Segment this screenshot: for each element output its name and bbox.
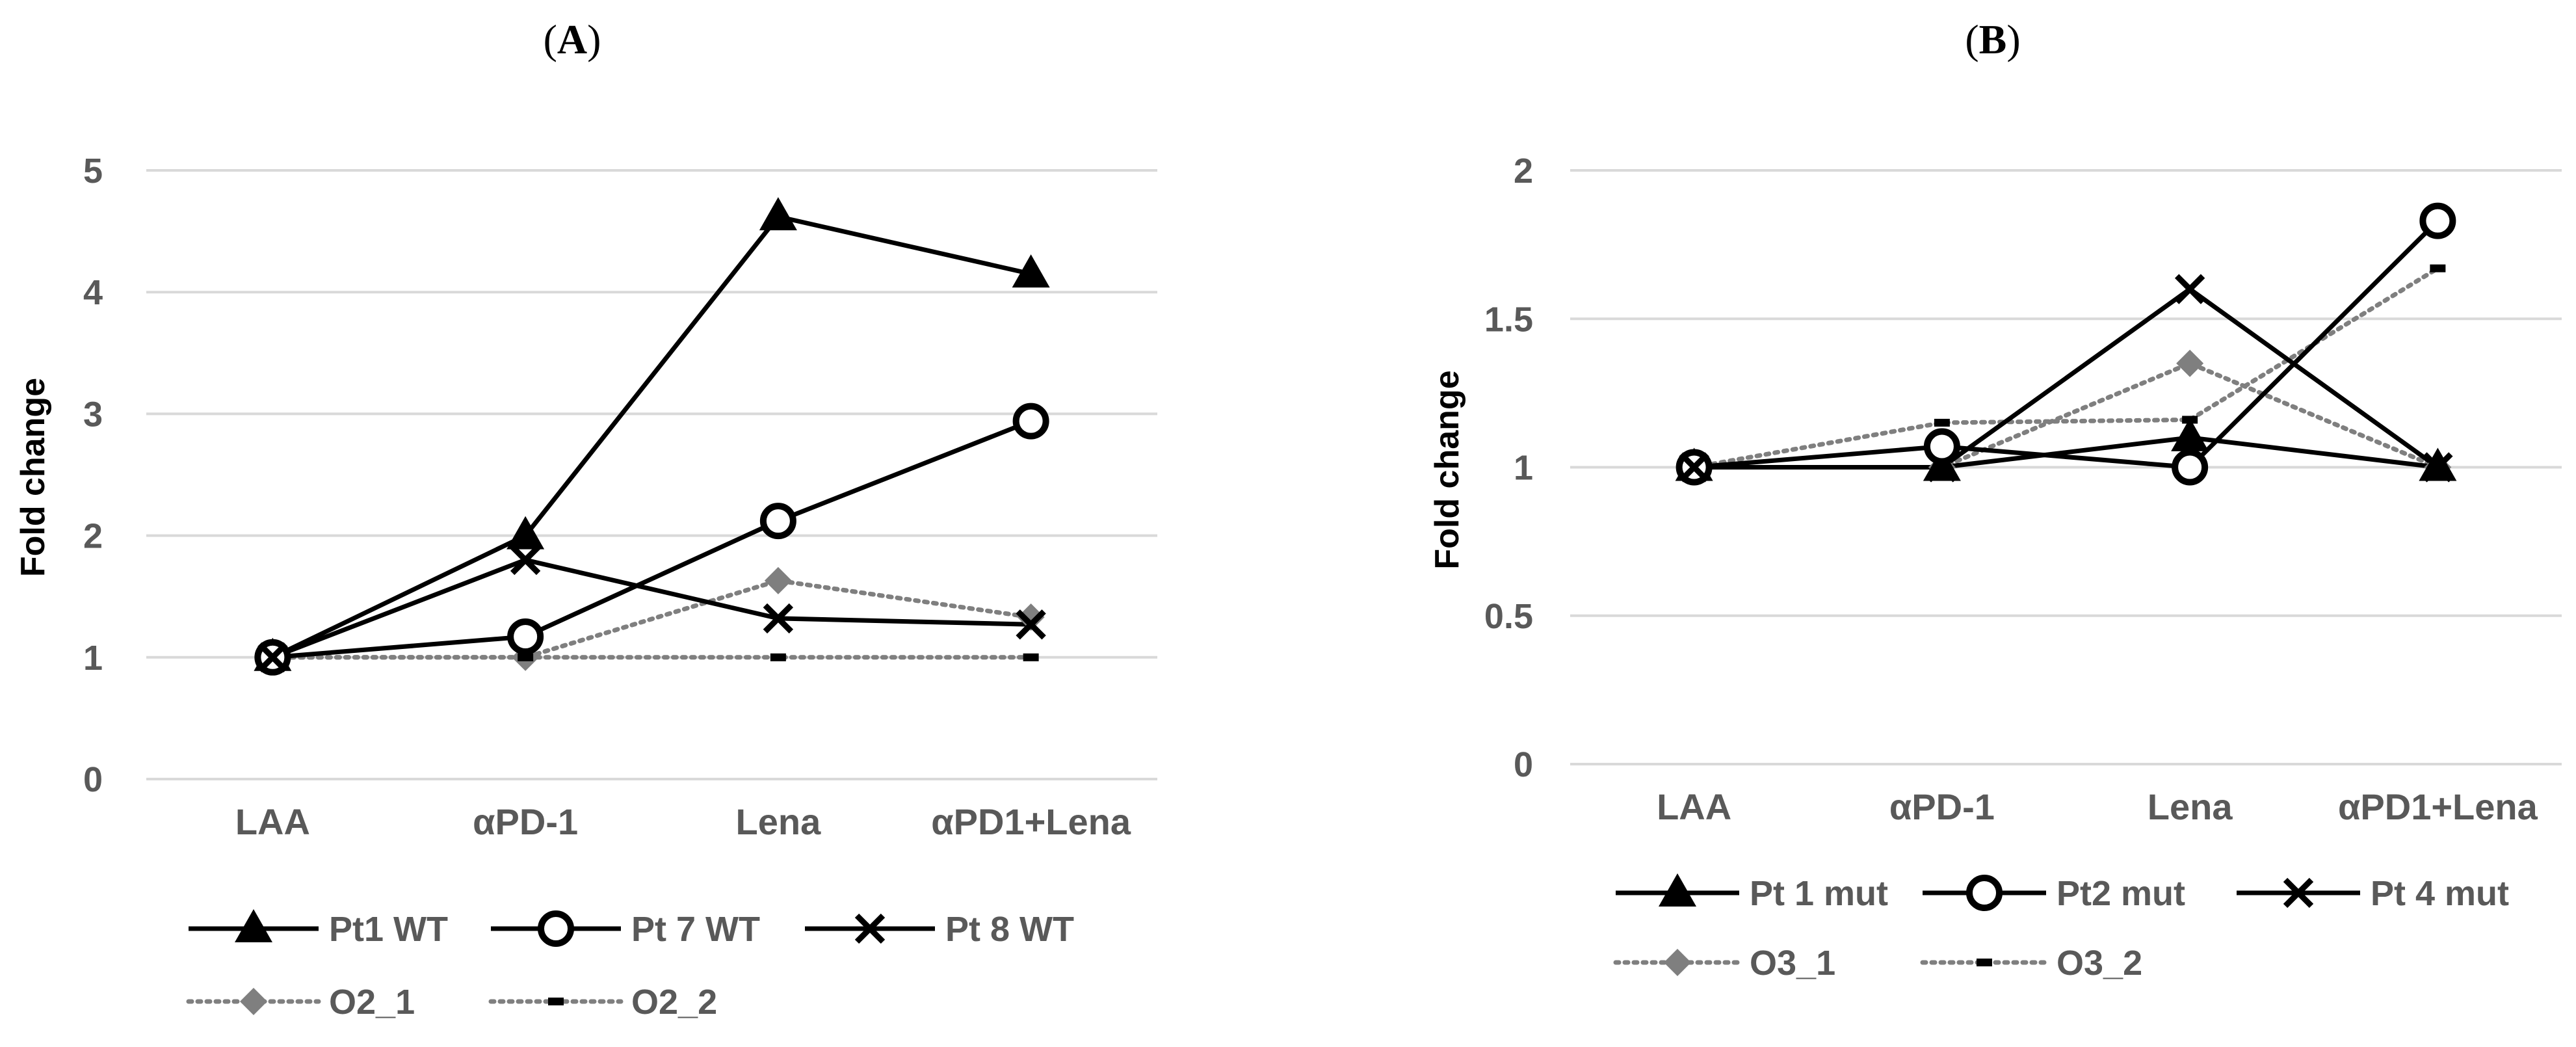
data-point: [763, 603, 794, 634]
data-point: [764, 566, 792, 594]
data-point: [510, 544, 541, 576]
data-point: [1679, 452, 1709, 483]
y-tick-label: 1: [1514, 449, 1533, 488]
data-point: [1017, 603, 1045, 631]
data-point: [2174, 274, 2205, 304]
data-point: [2176, 349, 2204, 377]
x-tick-label: αPD1+Lena: [2338, 786, 2538, 827]
legend-marker: [2283, 877, 2314, 908]
y-axis-label: Fold change: [1428, 370, 1466, 569]
data-point: [1012, 254, 1050, 288]
y-tick-label: 5: [83, 152, 103, 191]
legend-entry: Pt1 WT: [189, 909, 448, 949]
panel-title-text: (B): [1965, 16, 2020, 62]
legend-marker: [1977, 959, 1992, 966]
data-point: [2430, 264, 2446, 272]
legend-marker: [538, 910, 574, 947]
legend-marker: [240, 988, 267, 1015]
x-tick-label: αPD1+Lena: [931, 801, 1131, 842]
y-tick-label: 2: [83, 517, 103, 556]
series-line: [1694, 286, 2439, 470]
panel-letter: B: [1979, 16, 2007, 62]
legend-entry: O2_1: [186, 983, 415, 1022]
legend-label: Pt2 mut: [2057, 874, 2185, 913]
x-tick-label: Lena: [2148, 786, 2233, 827]
series-line: [1692, 360, 2440, 470]
legend-entry: O3_2: [1920, 944, 2142, 983]
panel-letter: A: [557, 16, 587, 62]
y-tick-label: 0: [1514, 745, 1533, 784]
legend-entry: Pt 8 WT: [805, 910, 1074, 949]
data-point: [759, 197, 797, 231]
data-point: [1023, 653, 1039, 661]
legend-marker: [1659, 873, 1696, 907]
legend-marker: [854, 913, 886, 944]
y-tick-label: 3: [83, 395, 103, 434]
legend-entry: Pt 7 WT: [491, 910, 760, 949]
legend-label: Pt 8 WT: [945, 910, 1074, 949]
paren-open: (: [544, 16, 557, 62]
data-point: [2419, 202, 2456, 239]
data-point: [1016, 609, 1046, 640]
paren-close: ): [587, 16, 601, 62]
series-line: [272, 419, 1032, 660]
x-tick-label: αPD-1: [1889, 786, 1995, 827]
data-point: [518, 653, 534, 661]
chart-panel-a: 0 1 2 3 4 5 Fold change LAA αPD-1 Lena αPD1+Lena Pt…: [14, 152, 1157, 1022]
data-point: [1934, 419, 1950, 427]
y-tick-label: 2: [1514, 152, 1533, 191]
x-tick-label: Lena: [736, 801, 822, 842]
legend-entry: Pt2 mut: [1923, 874, 2185, 913]
legend-entry: Pt 4 mut: [2237, 874, 2509, 913]
panel-b-title: (B): [1965, 16, 2020, 62]
legend-label: Pt1 WT: [329, 910, 448, 949]
data-point: [2423, 452, 2453, 483]
y-tick-label: 4: [83, 273, 103, 312]
paren-open: (: [1965, 16, 1978, 62]
legend-label: Pt 7 WT: [631, 910, 760, 949]
data-point: [507, 618, 544, 655]
legend-entry: O3_1: [1613, 944, 1835, 983]
legend-label: O3_2: [2057, 944, 2142, 983]
data-point: [759, 503, 796, 540]
data-point: [770, 653, 786, 661]
data-point: [1012, 403, 1049, 440]
y-tick-label: 1: [83, 639, 103, 678]
legend-label: Pt 4 mut: [2371, 874, 2509, 913]
legend-label: Pt 1 mut: [1750, 874, 1888, 913]
legend-marker: [1664, 949, 1691, 976]
x-tick-label: LAA: [1657, 786, 1731, 827]
y-tick-label: 1.5: [1484, 300, 1533, 339]
legend-entry: Pt 1 mut: [1616, 873, 1888, 913]
data-point: [1923, 428, 1960, 465]
panel-title-text: (A): [544, 16, 601, 62]
data-point: [2171, 417, 2209, 451]
panel-a-title: (A): [544, 16, 601, 62]
y-tick-label: 0: [83, 760, 103, 799]
y-tick-label: 0.5: [1484, 597, 1533, 636]
data-point: [1926, 452, 1958, 483]
x-tick-label: αPD-1: [473, 801, 578, 842]
data-point: [506, 516, 545, 550]
data-point: [257, 642, 288, 672]
legend-entry: O2_2: [488, 983, 717, 1022]
series-line: [272, 557, 1031, 660]
x-tick-label: LAA: [235, 801, 310, 842]
legend-marker: [1966, 875, 2003, 911]
paren-close: ): [2006, 16, 2020, 62]
series-line: [1694, 219, 2439, 470]
data-point: [2172, 449, 2209, 486]
legend-label: O2_2: [631, 983, 717, 1022]
legend-marker: [235, 909, 272, 942]
legend-marker: [548, 998, 564, 1005]
y-axis-label: Fold change: [14, 378, 52, 577]
series-line: [271, 214, 1032, 659]
series-line: [1694, 435, 2438, 470]
series-line: [1692, 266, 2440, 470]
legend-label: O2_1: [329, 983, 415, 1022]
legend-label: O3_1: [1750, 944, 1835, 983]
chart-panel-b: 0 0.5 1 1.5 2 Fold change LAA αPD-1 Lena αPD1+Len…: [1428, 152, 2562, 983]
